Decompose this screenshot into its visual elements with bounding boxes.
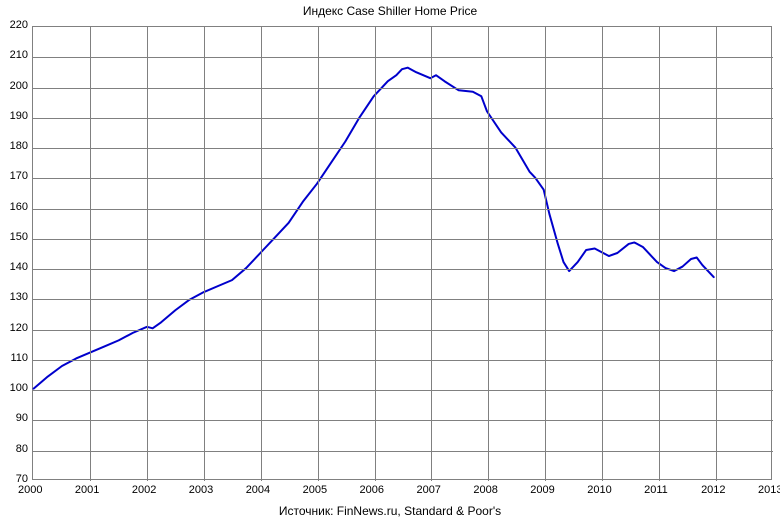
y-tick-label: 150 xyxy=(10,231,28,243)
grid-vline xyxy=(545,27,546,481)
grid-vline xyxy=(602,27,603,481)
y-tick-label: 120 xyxy=(10,322,28,334)
x-tick-label: 2002 xyxy=(132,484,156,496)
y-tick-label: 190 xyxy=(10,110,28,122)
grid-hline xyxy=(33,390,773,391)
grid-hline xyxy=(33,148,773,149)
chart-title: Индекс Case Shiller Home Price xyxy=(0,4,780,18)
y-tick-label: 140 xyxy=(10,261,28,273)
grid-vline xyxy=(488,27,489,481)
x-tick-label: 2008 xyxy=(473,484,497,496)
grid-hline xyxy=(33,88,773,89)
plot-area xyxy=(32,26,772,480)
y-tick-label: 200 xyxy=(10,80,28,92)
grid-vline xyxy=(147,27,148,481)
grid-hline xyxy=(33,178,773,179)
x-tick-label: 2003 xyxy=(189,484,213,496)
x-tick-label: 2007 xyxy=(416,484,440,496)
y-tick-label: 210 xyxy=(10,49,28,61)
grid-hline xyxy=(33,269,773,270)
x-tick-label: 2000 xyxy=(18,484,42,496)
grid-vline xyxy=(261,27,262,481)
y-tick-label: 110 xyxy=(10,352,28,364)
grid-hline xyxy=(33,118,773,119)
grid-hline xyxy=(33,451,773,452)
chart-caption: Источник: FinNews.ru, Standard & Poor's xyxy=(0,504,780,518)
y-tick-label: 100 xyxy=(10,382,28,394)
grid-vline xyxy=(659,27,660,481)
grid-vline xyxy=(318,27,319,481)
x-tick-label: 2010 xyxy=(587,484,611,496)
grid-vline xyxy=(204,27,205,481)
y-tick-label: 220 xyxy=(10,19,28,31)
y-tick-label: 180 xyxy=(10,140,28,152)
y-tick-label: 80 xyxy=(16,443,28,455)
grid-vline xyxy=(375,27,376,481)
grid-hline xyxy=(33,209,773,210)
x-tick-label: 2005 xyxy=(303,484,327,496)
grid-vline xyxy=(90,27,91,481)
grid-hline xyxy=(33,360,773,361)
line-series xyxy=(33,27,771,479)
grid-vline xyxy=(431,27,432,481)
x-tick-label: 2009 xyxy=(530,484,554,496)
grid-vline xyxy=(716,27,717,481)
y-tick-label: 160 xyxy=(10,201,28,213)
x-tick-label: 2013 xyxy=(758,484,780,496)
x-tick-label: 2012 xyxy=(701,484,725,496)
grid-hline xyxy=(33,420,773,421)
y-tick-label: 70 xyxy=(16,473,28,485)
chart-container: Индекс Case Shiller Home Price Источник:… xyxy=(0,0,780,520)
x-tick-label: 2004 xyxy=(246,484,270,496)
x-tick-label: 2006 xyxy=(360,484,384,496)
grid-hline xyxy=(33,57,773,58)
x-tick-label: 2001 xyxy=(75,484,99,496)
y-tick-label: 130 xyxy=(10,291,28,303)
grid-hline xyxy=(33,299,773,300)
grid-hline xyxy=(33,239,773,240)
y-tick-label: 170 xyxy=(10,170,28,182)
y-tick-label: 90 xyxy=(16,412,28,424)
x-tick-label: 2011 xyxy=(644,484,668,496)
grid-hline xyxy=(33,330,773,331)
